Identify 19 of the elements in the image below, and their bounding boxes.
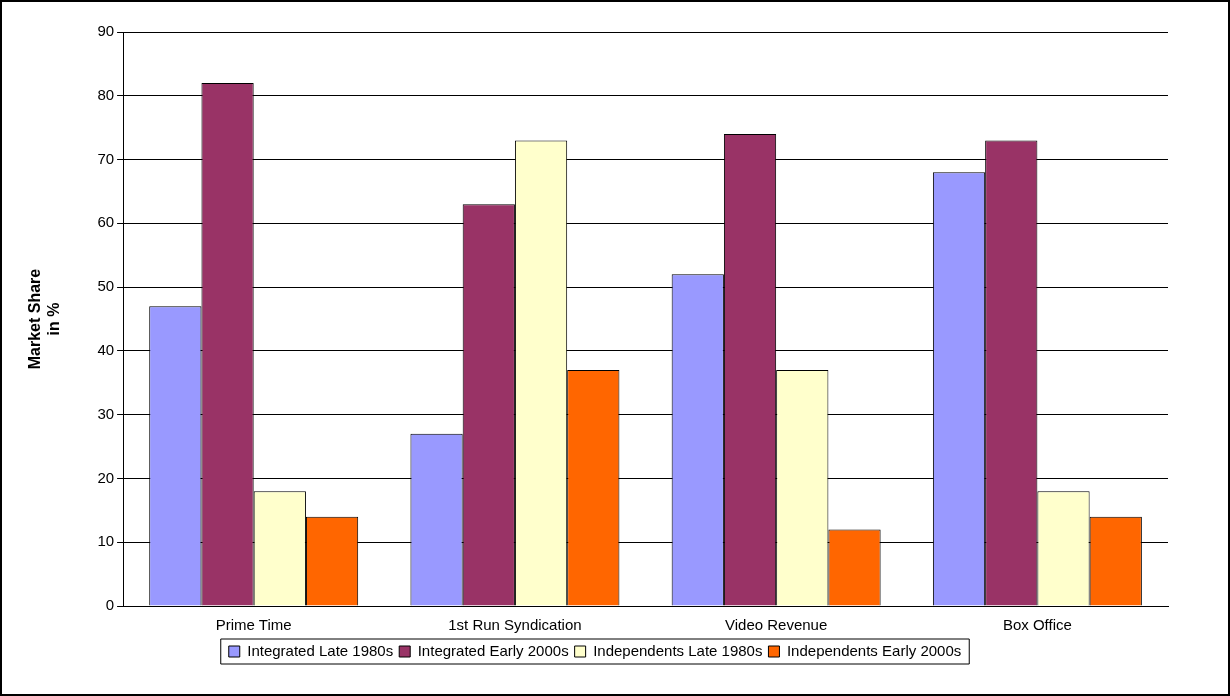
x-tick-label: 1st Run Syndication: [448, 616, 582, 634]
legend-label: Integrated Early 2000s: [417, 641, 569, 659]
x-tick-label: Video Revenue: [725, 616, 828, 634]
y-tick-label: 80: [97, 85, 115, 103]
y-tick-label: 0: [105, 596, 115, 614]
y-tick-label: 70: [97, 149, 115, 167]
y-tick-label: 50: [97, 277, 115, 295]
y-tick-label: 10: [97, 532, 115, 550]
y-axis-title: Market Share in %: [26, 268, 63, 370]
legend-label: Independents Early 2000s: [786, 641, 962, 659]
legend-label: Integrated Late 1980s: [247, 641, 394, 659]
y-tick-label: 90: [97, 22, 115, 40]
x-tick-label: Prime Time: [215, 616, 292, 634]
legend-label: Independents Late 1980s: [593, 641, 763, 659]
y-tick-label: 40: [97, 341, 115, 359]
y-tick-label: 30: [97, 404, 115, 422]
y-tick-label: 20: [97, 468, 115, 486]
y-tick-label: 60: [97, 213, 115, 231]
x-tick-label: Box Office: [1002, 616, 1072, 634]
